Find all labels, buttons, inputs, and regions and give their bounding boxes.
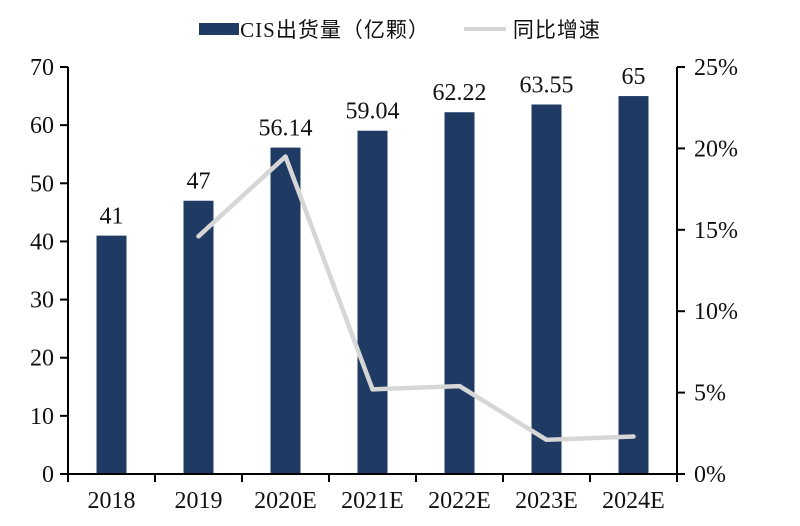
left-tick-label: 30: [30, 288, 54, 314]
left-tick-label: 50: [30, 171, 54, 197]
category-label-2018: 2018: [88, 488, 136, 514]
legend-line-label: 同比增速: [512, 18, 601, 42]
bar-value-label-2021E: 59.04: [346, 99, 400, 125]
left-tick-label: 0: [42, 462, 54, 488]
bar-2022E: [444, 112, 475, 475]
legend-item-growth: 同比增速: [463, 14, 601, 44]
left-tick-label: 70: [30, 55, 54, 81]
bar-value-label-2019: 47: [187, 169, 211, 195]
category-label-2023E: 2023E: [515, 488, 578, 514]
bar-value-label-2024E: 65: [622, 64, 646, 90]
legend-line-swatch-icon: [463, 27, 506, 31]
category-label-2021E: 2021E: [341, 488, 404, 514]
right-tick-label: 25%: [694, 55, 738, 81]
legend-bar-label: CIS出货量（亿颗）: [240, 18, 430, 42]
right-tick-label: 0%: [694, 462, 726, 488]
bar-2024E: [618, 96, 649, 475]
left-tick-label: 60: [30, 113, 54, 139]
category-label-2022E: 2022E: [428, 488, 491, 514]
category-label-2020E: 2020E: [254, 488, 317, 514]
right-tick-label: 20%: [694, 136, 738, 162]
left-tick-label: 40: [30, 229, 54, 255]
bar-value-label-2020E: 56.14: [259, 116, 313, 142]
bar-value-label-2023E: 63.55: [520, 73, 574, 99]
bar-2018: [96, 235, 127, 474]
left-tick-label: 10: [30, 404, 54, 430]
legend-item-shipments: CIS出货量（亿颗）: [199, 14, 430, 44]
bar-value-label-2022E: 62.22: [433, 80, 487, 106]
category-label-2019: 2019: [175, 488, 223, 514]
right-tick-label: 5%: [694, 381, 726, 407]
right-tick-label: 10%: [694, 299, 738, 325]
bar-2020E: [270, 147, 301, 474]
category-label-2024E: 2024E: [602, 488, 665, 514]
bar-value-label-2018: 41: [100, 204, 124, 230]
growth-line: [196, 154, 636, 443]
bar-2023E: [531, 104, 562, 475]
chart-legend: CIS出货量（亿颗） 同比增速: [0, 14, 800, 44]
bar-2019: [183, 200, 214, 474]
right-tick-label: 15%: [694, 218, 738, 244]
bar-2021E: [357, 130, 388, 474]
left-tick-label: 20: [30, 346, 54, 372]
legend-bar-swatch-icon: [199, 23, 240, 35]
